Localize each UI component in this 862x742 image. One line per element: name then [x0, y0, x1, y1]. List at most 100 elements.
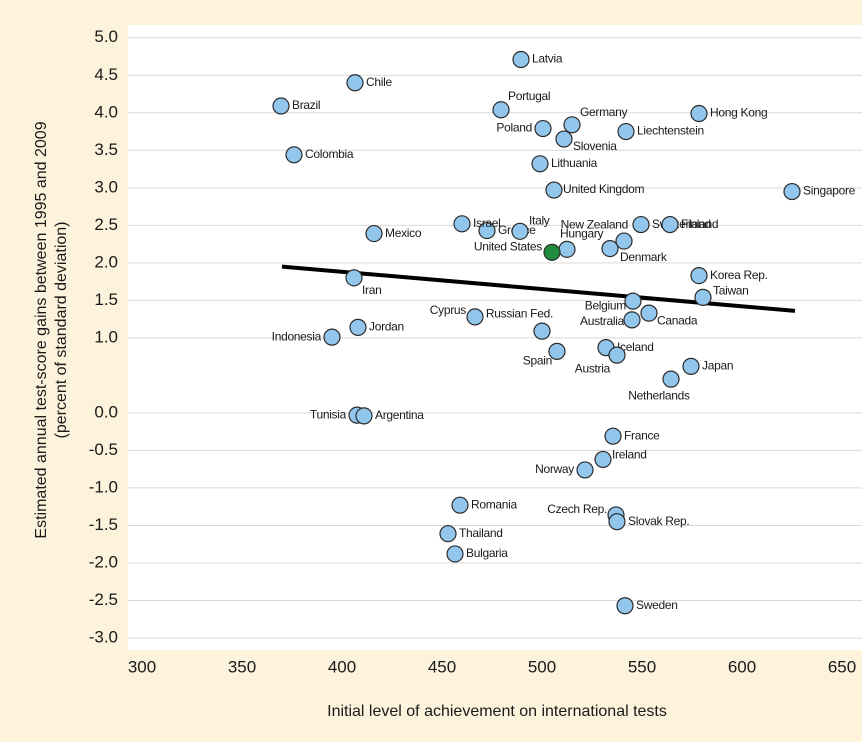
point-label: Israel — [473, 216, 501, 230]
point-label: Czech Rep. — [547, 502, 607, 516]
point-label: Canada — [657, 313, 698, 327]
y-tick-label: -2.5 — [89, 590, 118, 609]
point-label: Hungary — [560, 227, 604, 241]
data-point — [545, 181, 563, 199]
point-label: Thailand — [459, 526, 503, 540]
data-point — [466, 308, 484, 326]
data-point — [632, 215, 650, 234]
y-axis-title: Estimated annual test-score gains betwee… — [33, 121, 50, 538]
data-point — [355, 407, 373, 425]
y-tick-label: -2.0 — [89, 552, 118, 571]
x-tick-label: 300 — [128, 657, 156, 676]
data-point — [662, 370, 680, 388]
point-label: Romania — [471, 497, 518, 511]
data-point — [478, 221, 496, 240]
data-point — [783, 182, 801, 201]
point-label: Slovak Rep. — [628, 514, 689, 528]
point-label: New Zealand — [561, 217, 628, 231]
point-label: Italy — [529, 214, 550, 228]
point-label: Jordan — [369, 320, 404, 334]
data-point — [345, 269, 363, 287]
data-point — [661, 215, 679, 234]
x-axis-title: Initial level of achievement on internat… — [327, 703, 667, 720]
point-label: Singapore — [803, 184, 856, 198]
point-label: Netherlands — [628, 388, 690, 402]
data-point — [624, 292, 642, 310]
data-point — [534, 119, 552, 138]
trend-line — [281, 264, 796, 313]
point-label: Iceland — [617, 340, 654, 354]
y-tick-label: 3.0 — [94, 177, 118, 196]
data-point — [285, 146, 303, 164]
y-tick-label: 2.5 — [94, 215, 118, 234]
point-label: Mexico — [385, 226, 422, 240]
point-label: Poland — [496, 121, 532, 135]
y-tick-label: 1.0 — [94, 327, 118, 346]
x-tick-label: 550 — [628, 657, 656, 676]
data-point — [623, 311, 641, 329]
grid — [128, 37, 862, 639]
point-label: Austria — [575, 361, 611, 375]
data-point — [694, 288, 712, 306]
y-tick-label: 4.0 — [94, 102, 118, 121]
y-tick-label: -3.0 — [89, 627, 118, 646]
point-label: Slovenia — [573, 139, 617, 153]
data-point — [453, 215, 471, 233]
point-label: Russian Fed. — [486, 306, 553, 320]
y-tick-label: 3.5 — [94, 140, 118, 159]
data-point — [601, 239, 619, 258]
data-point — [548, 342, 566, 360]
data-point — [512, 50, 530, 69]
data-point — [511, 222, 529, 240]
point-label: Iran — [362, 283, 381, 297]
data-point — [640, 304, 658, 322]
data-point — [349, 318, 367, 336]
data-point — [451, 496, 469, 514]
data-point — [323, 328, 341, 346]
y-tick-label: -0.5 — [89, 440, 118, 459]
point-label: Argentina — [375, 408, 424, 422]
point-label: Brazil — [292, 98, 320, 112]
x-tick-label: 600 — [728, 657, 756, 676]
data-point — [617, 122, 635, 141]
point-label: Hong Kong — [710, 106, 767, 120]
data-point — [446, 545, 464, 563]
data-point — [608, 513, 626, 531]
y-tick-label: -1.0 — [89, 477, 118, 496]
data-point — [558, 240, 576, 258]
point-label: Korea Rep. — [710, 268, 768, 282]
x-tick-label: 400 — [328, 657, 356, 676]
point-label: Sweden — [636, 598, 678, 612]
point-label: Latvia — [532, 52, 563, 66]
point-label: Norway — [535, 462, 574, 476]
data-point — [604, 427, 622, 445]
data-point — [439, 525, 457, 543]
data-point — [346, 74, 364, 92]
point-label: Ireland — [612, 448, 647, 462]
point-label: Chile — [366, 75, 392, 89]
marks: Latvia Chile Brazil Portugal Hong Kong German… — [272, 50, 856, 615]
data-point — [563, 116, 581, 134]
x-tick-label: 650 — [828, 657, 856, 676]
data-point — [533, 322, 551, 340]
y-tick-label: 0.0 — [94, 402, 118, 421]
data-point — [492, 101, 510, 119]
point-label: Portugal — [508, 89, 550, 103]
data-point — [555, 130, 573, 148]
y-tick-label: -1.5 — [89, 515, 118, 534]
point-label: Taiwan — [713, 284, 749, 298]
data-point — [690, 104, 708, 123]
point-label: Japan — [702, 359, 733, 373]
data-point — [272, 97, 290, 115]
data-point — [608, 346, 626, 364]
point-label: Spain — [523, 354, 552, 368]
point-label: Finland — [681, 217, 718, 231]
data-point — [576, 461, 594, 479]
point-label: Australia — [580, 314, 625, 328]
point-label: Cyprus — [430, 303, 467, 317]
point-label: Denmark — [620, 250, 668, 264]
x-tick-label: 450 — [428, 657, 456, 676]
data-point — [365, 224, 383, 243]
